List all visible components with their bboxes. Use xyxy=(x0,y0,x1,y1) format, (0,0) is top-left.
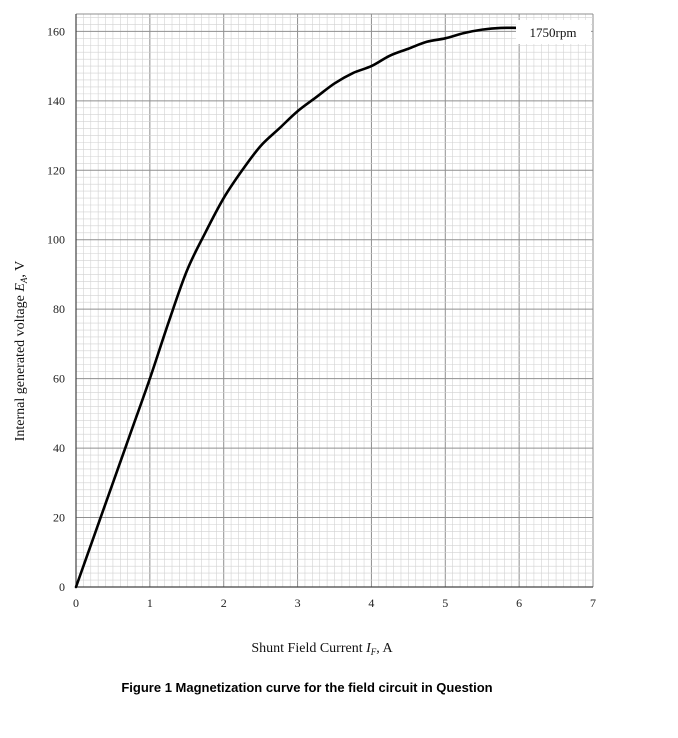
series-line-magnetization-curve xyxy=(74,24,558,589)
x-tick-label: 2 xyxy=(221,596,227,610)
x-tick-label: 3 xyxy=(295,596,301,610)
y-tick-label: 80 xyxy=(53,302,65,316)
series-legend-background xyxy=(516,20,591,44)
x-tick-label: 1 xyxy=(147,596,153,610)
grid xyxy=(75,13,594,588)
y-tick-label: 40 xyxy=(53,441,65,455)
x-tick-label: 0 xyxy=(73,596,79,610)
axes xyxy=(75,14,593,588)
tick-labels: 0 1 2 3 4 5 6 7 0 20 40 60 80 100 120 140 160 xyxy=(47,24,596,610)
y-tick-label: 60 xyxy=(53,372,65,386)
x-tick-label: 6 xyxy=(516,596,522,610)
series-layer xyxy=(74,24,558,589)
y-tick-label: 120 xyxy=(47,163,65,177)
figure-caption: Figure 1 Magnetization curve for the fie… xyxy=(121,680,493,695)
y-tick-label: 0 xyxy=(59,580,65,594)
x-tick-label: 4 xyxy=(368,596,374,610)
y-tick-label: 20 xyxy=(53,511,65,525)
x-tick-label: 7 xyxy=(590,596,596,610)
y-tick-label: 100 xyxy=(47,233,65,247)
series-legend: 1750rpm xyxy=(516,20,591,44)
series-label: 1750rpm xyxy=(530,25,577,40)
x-axis-label: Shunt Field Current IF, A xyxy=(251,641,393,657)
y-tick-label: 160 xyxy=(47,24,65,38)
y-axis-label: Internal generated voltage EA, V xyxy=(13,261,29,442)
y-tick-label: 140 xyxy=(47,94,65,108)
x-tick-label: 5 xyxy=(442,596,448,610)
